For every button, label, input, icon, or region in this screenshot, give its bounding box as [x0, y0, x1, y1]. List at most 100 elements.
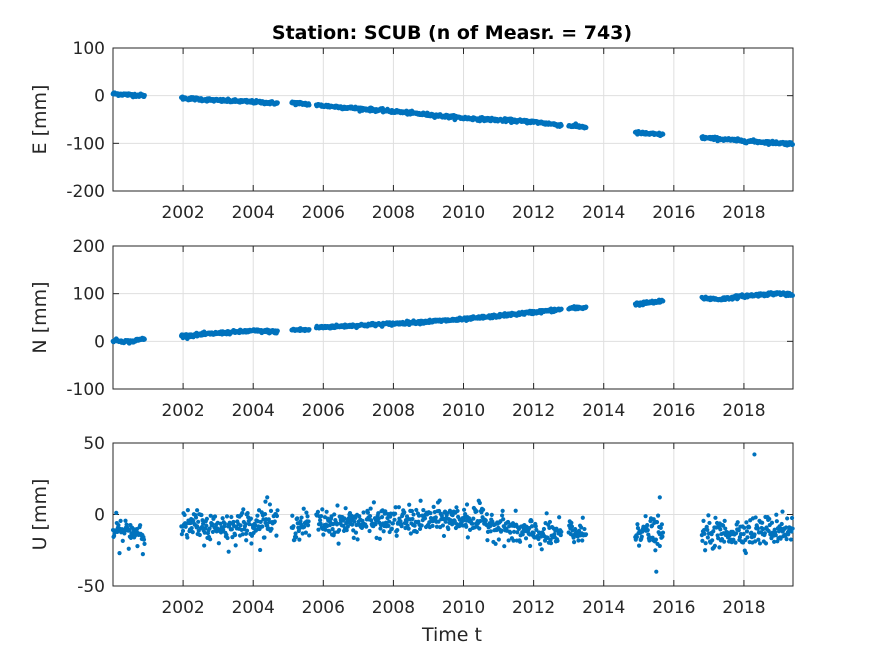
up-data-point	[653, 548, 658, 553]
up-data-point	[117, 551, 122, 556]
up-y-tick-label: 50	[83, 434, 105, 454]
up-x-tick-label: 2002	[161, 598, 204, 618]
up-data-point	[307, 533, 312, 538]
up-data-point	[418, 498, 423, 503]
up-data-point	[414, 507, 419, 513]
up-data-point	[233, 532, 238, 538]
up-data-point	[116, 523, 121, 528]
up-data-point	[272, 519, 277, 524]
up-data-point	[208, 537, 213, 542]
up-data-point	[658, 525, 663, 531]
up-data-point	[733, 531, 739, 536]
up-data-point	[222, 521, 227, 526]
up-data-point	[231, 519, 236, 525]
up-outlier-point	[654, 569, 659, 574]
north-x-tick-label: 2018	[722, 401, 765, 421]
up-data-point	[416, 519, 421, 524]
up-data-point	[367, 513, 373, 519]
up-outlier-point	[195, 508, 200, 513]
up-data-point	[539, 547, 544, 552]
up-data-point	[316, 527, 321, 532]
up-data-point	[762, 531, 767, 536]
up-data-point	[344, 528, 349, 533]
up-data-point	[774, 512, 779, 517]
east-y-tick-label: 0	[94, 87, 105, 107]
up-data-point	[210, 522, 215, 527]
up-data-point	[353, 530, 359, 535]
up-data-point	[523, 536, 529, 541]
up-data-point	[478, 518, 483, 524]
up-data-point	[645, 522, 650, 528]
up-data-point	[142, 541, 147, 547]
up-data-point	[569, 520, 574, 525]
up-data-point	[785, 516, 790, 521]
up-outlier-point	[717, 545, 722, 550]
up-data-point	[290, 513, 295, 518]
up-data-point	[221, 527, 226, 533]
up-data-point	[350, 522, 355, 527]
up-data-point	[377, 536, 382, 542]
up-data-point	[757, 541, 763, 546]
up-data-point	[493, 541, 498, 546]
up-data-point	[440, 523, 445, 528]
up-data-point	[653, 537, 659, 542]
up-data-point	[220, 516, 225, 521]
up-data-point	[332, 530, 337, 535]
up-data-point	[345, 524, 350, 529]
up-data-point	[320, 507, 325, 512]
up-outlier-point	[244, 538, 249, 543]
up-data-point	[141, 537, 147, 542]
up-data-point	[722, 539, 727, 544]
up-data-point	[275, 508, 280, 513]
up-data-point	[441, 533, 447, 539]
up-data-point	[369, 518, 374, 523]
up-data-point	[541, 526, 547, 532]
up-data-point	[760, 520, 765, 525]
north-x-tick-label: 2002	[161, 401, 204, 421]
up-data-point	[511, 538, 516, 543]
up-data-point	[138, 523, 143, 528]
up-data-point	[364, 524, 369, 529]
up-data-point	[306, 519, 311, 524]
up-data-point	[204, 516, 209, 521]
up-data-point	[196, 519, 201, 524]
east-series	[110, 90, 795, 148]
east-data-point	[558, 123, 564, 128]
up-data-point	[461, 507, 467, 512]
up-data-point	[531, 530, 536, 536]
up-data-point	[513, 508, 518, 513]
up-data-point	[318, 521, 323, 526]
up-data-point	[753, 515, 758, 520]
up-data-point	[534, 527, 539, 532]
up-data-point	[636, 543, 642, 548]
up-data-point	[572, 540, 577, 545]
up-data-point	[431, 504, 436, 510]
up-data-point	[703, 541, 708, 546]
east-x-tick-label: 2016	[652, 203, 695, 223]
up-data-point	[233, 543, 238, 548]
up-data-point	[202, 543, 207, 548]
up-data-point	[238, 523, 243, 528]
up-data-point	[379, 515, 385, 520]
up-data-point	[249, 541, 254, 546]
up-data-point	[305, 523, 311, 528]
up-data-point	[790, 526, 795, 531]
up-data-point	[319, 514, 324, 519]
up-data-point	[318, 518, 323, 523]
up-data-point	[305, 514, 310, 519]
up-data-point	[371, 500, 376, 505]
up-data-point	[376, 516, 381, 521]
up-outlier-point	[226, 549, 231, 554]
up-data-point	[392, 511, 398, 516]
up-data-point	[559, 529, 564, 535]
up-data-point	[412, 523, 417, 528]
up-data-point	[200, 518, 205, 523]
north-y-axis-label: N [mm]	[29, 281, 51, 353]
up-data-point	[655, 513, 661, 518]
up-data-point	[335, 503, 340, 508]
north-data-point	[306, 327, 312, 332]
up-data-point	[301, 506, 306, 511]
up-outlier-point	[752, 452, 757, 457]
up-data-point	[445, 511, 450, 516]
